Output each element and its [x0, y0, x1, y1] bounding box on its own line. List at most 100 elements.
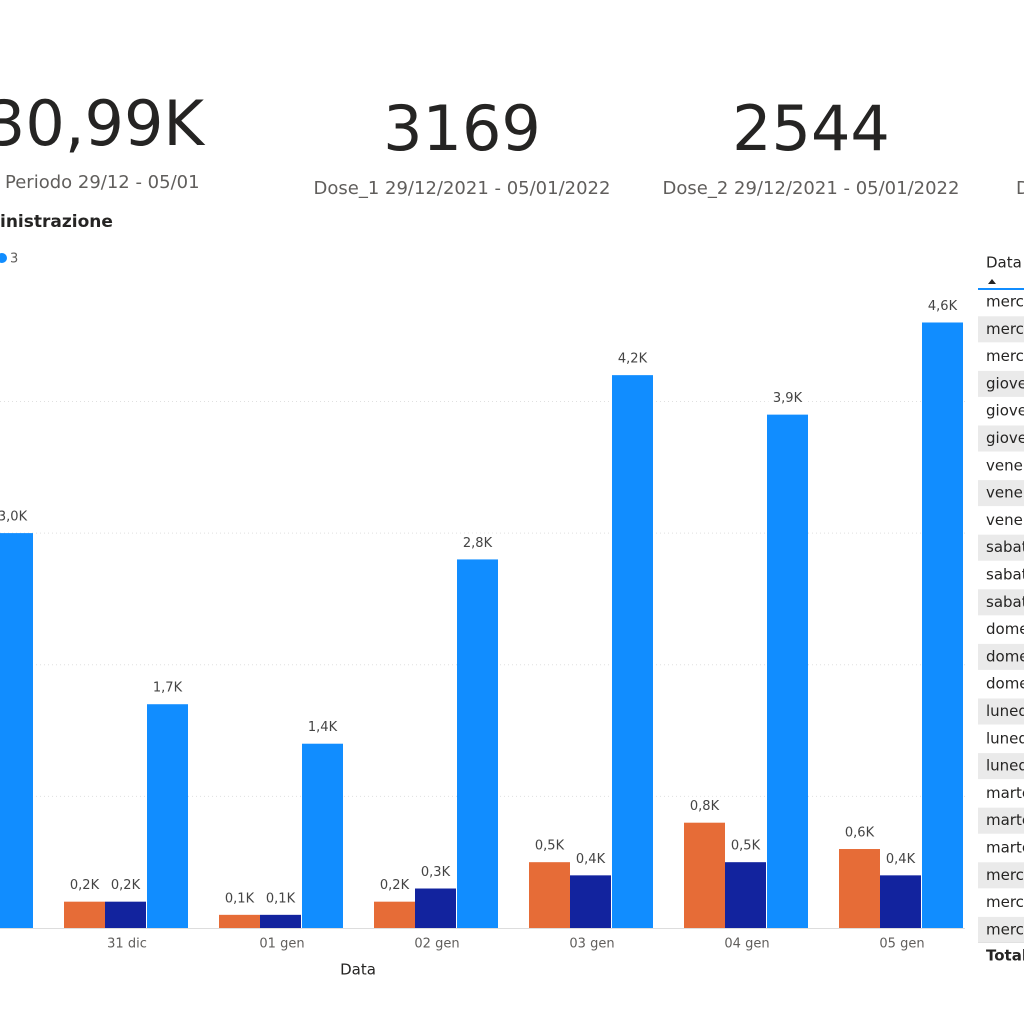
table-total: Total [986, 947, 1024, 965]
data-label: 4,2K [618, 352, 648, 367]
bar [260, 914, 301, 928]
kpi-label: Dose_2 29/12/2021 - 05/01/2022 [663, 178, 960, 199]
x-tick-label: 01 gen [259, 937, 304, 952]
data-label: 0,1K [225, 891, 255, 906]
data-label: 1,7K [153, 681, 183, 696]
table-cell: merc [986, 893, 1024, 911]
table-cell: dome [986, 675, 1024, 693]
data-label: 4,6K [928, 299, 958, 314]
data-label: 0,5K [535, 839, 565, 854]
data-label: 0,1K [266, 891, 296, 906]
data-label: 0,6K [845, 826, 875, 841]
table-cell: dome [986, 620, 1024, 638]
x-tick-label: 02 gen [414, 937, 459, 952]
kpi-label: Periodo 29/12 - 05/01 [5, 172, 200, 193]
data-label-bg [261, 888, 300, 909]
bar [105, 901, 146, 928]
data-label-bg [65, 875, 104, 896]
bar [612, 375, 653, 929]
bar [725, 862, 766, 928]
bar [880, 875, 921, 928]
data-label: 0,2K [70, 878, 100, 893]
table-cell: dome [986, 647, 1024, 665]
data-label-bg [923, 296, 962, 317]
data-label: 2,8K [463, 536, 493, 551]
chart-title: inistrazione [0, 212, 113, 232]
x-tick-label: 03 gen [569, 937, 614, 952]
row-bg [978, 862, 1024, 889]
kpi-value: 3169 [383, 92, 541, 165]
row-bg [978, 425, 1024, 452]
table-cell: sabat [986, 593, 1024, 611]
bar [0, 533, 33, 928]
table-cell: giove [986, 374, 1024, 392]
kpi-value: 2544 [732, 92, 890, 165]
table-cell: vene [986, 511, 1023, 529]
row-bg [978, 534, 1024, 561]
x-axis-title: Data [340, 961, 376, 979]
data-label: 0,5K [731, 839, 761, 854]
table-cell: vene [986, 484, 1023, 502]
bar [684, 822, 725, 928]
row-bg [978, 589, 1024, 616]
row-bg [978, 807, 1024, 834]
bar [767, 414, 808, 928]
legend-marker [0, 253, 7, 263]
table-cell: merc [986, 866, 1024, 884]
bar [457, 559, 498, 928]
data-label: 0,2K [111, 878, 141, 893]
x-tick-label: 05 gen [879, 937, 924, 952]
data-label-bg [530, 836, 569, 857]
sort-icon[interactable] [988, 279, 996, 284]
data-label-bg [416, 862, 455, 883]
table-cell: luned [986, 757, 1024, 775]
kpi-label: D [1016, 178, 1024, 199]
data-label: 0,2K [380, 878, 410, 893]
data-label: 1,4K [308, 720, 338, 735]
bar [374, 901, 415, 928]
data-label-bg [685, 796, 724, 817]
row-bg [978, 753, 1024, 780]
kpi-value: 30,99K [0, 87, 205, 160]
bar [839, 849, 880, 928]
data-label: 0,4K [886, 852, 916, 867]
bar [302, 743, 343, 928]
row-bg [978, 643, 1024, 670]
kpi-label: Dose_1 29/12/2021 - 05/01/2022 [314, 178, 611, 199]
data-label: 0,8K [690, 799, 720, 814]
table-cell: marte [986, 811, 1024, 829]
data-label: 3,0K [0, 510, 28, 525]
bar [570, 875, 611, 928]
table-cell: merc [986, 347, 1024, 365]
data-label-bg [375, 875, 414, 896]
table-cell: marte [986, 839, 1024, 857]
bar [415, 888, 456, 928]
table-cell: merc [986, 320, 1024, 338]
table-cell: sabat [986, 566, 1024, 584]
row-bg [978, 480, 1024, 507]
table-cell: marte [986, 784, 1024, 802]
bar [64, 901, 105, 928]
data-label-bg [571, 849, 610, 870]
data-label-bg [881, 849, 920, 870]
table-cell: giove [986, 429, 1024, 447]
bar [219, 914, 260, 928]
data-label-bg [0, 507, 32, 528]
data-label: 0,3K [421, 865, 451, 880]
data-label-bg [458, 533, 497, 554]
table-cell: sabat [986, 538, 1024, 556]
row-bg [978, 316, 1024, 343]
row-bg [978, 916, 1024, 943]
data-label-bg [726, 836, 765, 857]
data-label: 3,9K [773, 391, 803, 406]
table-cell: giove [986, 402, 1024, 420]
bar [922, 322, 963, 928]
x-tick-label: 31 dic [107, 937, 147, 952]
table-header[interactable]: Data [986, 254, 1022, 272]
table-cell: luned [986, 702, 1024, 720]
table-cell: luned [986, 729, 1024, 747]
table-cell: merc [986, 920, 1024, 938]
row-bg [978, 370, 1024, 397]
data-label: 0,4K [576, 852, 606, 867]
